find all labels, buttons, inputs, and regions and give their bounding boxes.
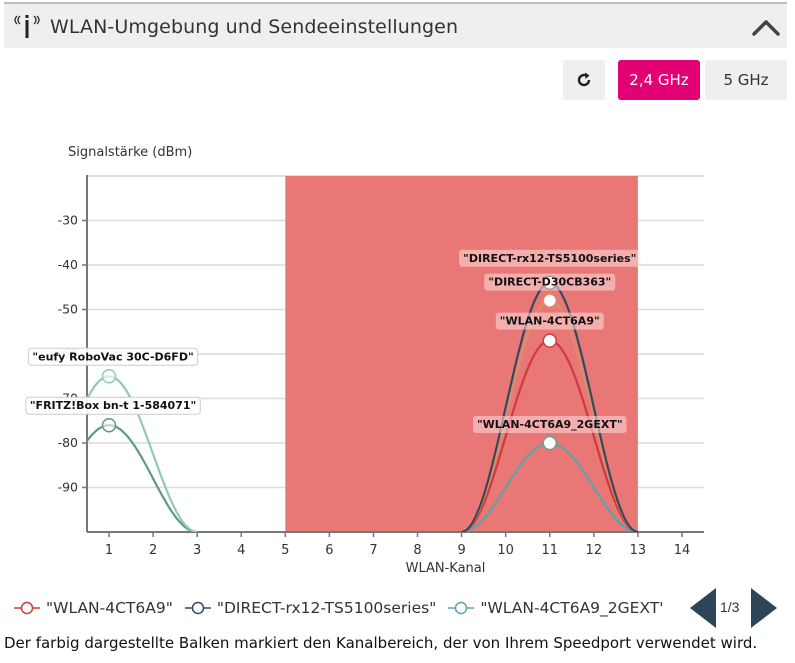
legend-label: "DIRECT-rx12-TS5100series" bbox=[216, 599, 437, 617]
chart-plot: -30-40-50-60-70-80-901234567891011121314… bbox=[25, 175, 704, 576]
band-5ghz-button[interactable]: 5 GHz bbox=[705, 60, 787, 100]
network-label: "DIRECT-D30CB363" bbox=[484, 273, 616, 291]
x-tick-label: 12 bbox=[586, 543, 603, 558]
x-axis-label: WLAN-Kanal bbox=[406, 561, 486, 576]
x-tick-label: 5 bbox=[281, 543, 289, 558]
legend-pager: 1/3 bbox=[690, 588, 780, 628]
x-tick-label: 11 bbox=[541, 543, 558, 558]
signal-peak-marker[interactable] bbox=[101, 417, 117, 433]
network-label: "WLAN-4CT6A9" bbox=[495, 312, 604, 330]
legend-item[interactable]: "WLAN-4CT6A9" bbox=[14, 599, 173, 617]
legend-item[interactable]: "DIRECT-rx12-TS5100series" bbox=[184, 599, 437, 617]
y-tick-label: -40 bbox=[58, 257, 78, 272]
y-tick-label: -30 bbox=[58, 213, 78, 228]
refresh-icon bbox=[577, 72, 591, 87]
svg-text:"FRITZ!Box bn-t 1-584071": "FRITZ!Box bn-t 1-584071" bbox=[30, 399, 196, 412]
signal-peak-marker[interactable] bbox=[101, 369, 117, 384]
x-tick-label: 6 bbox=[325, 543, 333, 558]
x-tick-label: 13 bbox=[630, 543, 647, 558]
y-tick-label: -80 bbox=[58, 435, 78, 450]
network-label: "WLAN-4CT6A9_2GEXT" bbox=[472, 416, 627, 433]
footnote: Der farbig dargestellte Balken markiert … bbox=[4, 634, 758, 652]
legend-line-circle-icon bbox=[14, 601, 40, 615]
legend-page-indicator: 1/3 bbox=[720, 599, 740, 615]
network-label: "DIRECT-rx12-TS5100series" bbox=[459, 249, 641, 267]
x-tick-label: 8 bbox=[413, 543, 421, 558]
legend-line-circle-icon bbox=[184, 601, 211, 615]
x-tick-label: 9 bbox=[457, 543, 465, 558]
svg-text:"eufy RoboVac 30C-D6FD": "eufy RoboVac 30C-D6FD" bbox=[32, 350, 193, 363]
x-tick-label: 10 bbox=[497, 543, 514, 558]
signal-peak-marker[interactable] bbox=[542, 435, 557, 451]
speedport-channel-band bbox=[285, 176, 638, 532]
y-tick-label: -50 bbox=[58, 302, 78, 317]
legend-line-circle-icon bbox=[448, 601, 475, 615]
x-tick-label: 14 bbox=[674, 543, 691, 558]
wlan-channel-chart: Signalstärke (dBm) -30-40-50-60-70-80-90… bbox=[0, 130, 795, 580]
x-tick-label: 2 bbox=[149, 543, 157, 558]
section-title: WLAN-Umgebung und Sendeeinstellungen bbox=[50, 16, 459, 38]
refresh-button[interactable] bbox=[563, 60, 605, 100]
x-tick-label: 7 bbox=[369, 543, 377, 558]
y-tick-label: -90 bbox=[58, 480, 78, 495]
legend-label: "WLAN-4CT6A9_2GEXT' bbox=[480, 599, 664, 617]
signal-peak-marker[interactable] bbox=[542, 293, 557, 308]
network-label: "eufy RoboVac 30C-D6FD" bbox=[27, 347, 199, 366]
signal-peak-marker[interactable] bbox=[542, 333, 557, 348]
band-toolbar: 2,4 GHz 5 GHz bbox=[563, 60, 787, 100]
legend-label: "WLAN-4CT6A9" bbox=[46, 599, 173, 617]
legend-item[interactable]: "WLAN-4CT6A9_2GEXT' bbox=[448, 599, 664, 617]
band-2-4ghz-button[interactable]: 2,4 GHz bbox=[618, 60, 700, 100]
signal-curve bbox=[87, 424, 198, 532]
svg-text:"WLAN-4CT6A9": "WLAN-4CT6A9" bbox=[500, 315, 600, 328]
network-label: "FRITZ!Box bn-t 1-584071" bbox=[25, 396, 201, 415]
svg-text:"WLAN-4CT6A9_2GEXT": "WLAN-4CT6A9_2GEXT" bbox=[477, 418, 623, 431]
wifi-antenna-icon bbox=[14, 15, 40, 38]
x-tick-label: 4 bbox=[237, 543, 245, 558]
x-tick-label: 3 bbox=[193, 543, 201, 558]
chart-legend: "WLAN-4CT6A9" "DIRECT-rx12-TS5100series" "… bbox=[14, 596, 676, 620]
section-header[interactable]: WLAN-Umgebung und Sendeeinstellungen bbox=[4, 2, 787, 48]
triangle-left-icon[interactable] bbox=[690, 588, 716, 628]
triangle-right-icon[interactable] bbox=[751, 588, 777, 628]
chevron-up-icon[interactable] bbox=[751, 14, 781, 40]
x-tick-label: 1 bbox=[105, 543, 113, 558]
svg-text:"DIRECT-rx12-TS5100series": "DIRECT-rx12-TS5100series" bbox=[463, 252, 636, 265]
y-axis-label: Signalstärke (dBm) bbox=[68, 145, 193, 160]
svg-text:"DIRECT-D30CB363": "DIRECT-D30CB363" bbox=[488, 276, 611, 289]
